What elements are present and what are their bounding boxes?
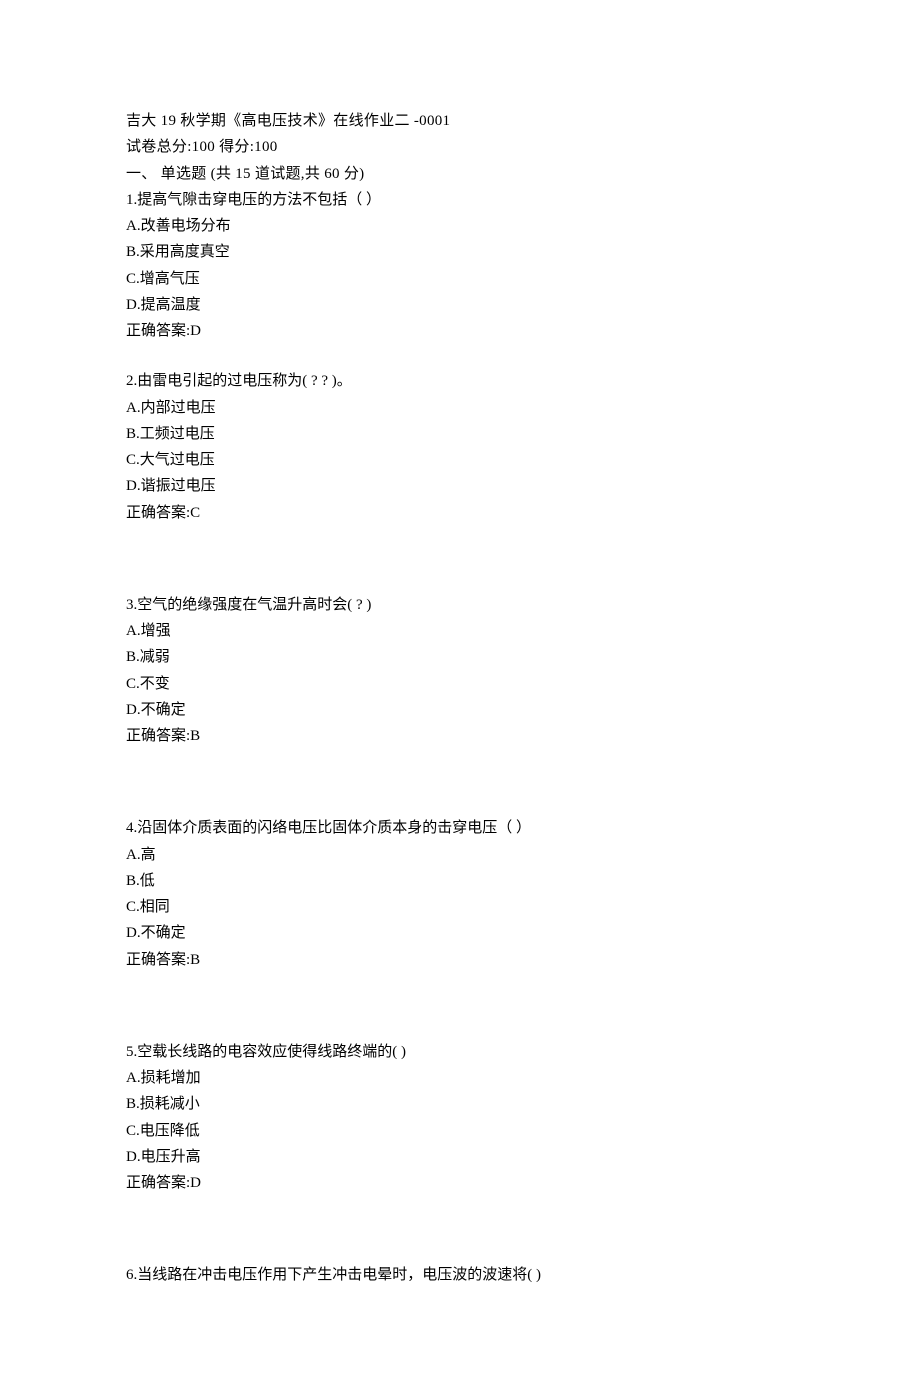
option-d: D.电压升高	[126, 1144, 794, 1170]
question-stem: 1.提高气隙击穿电压的方法不包括（ ）	[126, 187, 794, 213]
option-d: D.提高温度	[126, 292, 794, 318]
option-d: D.不确定	[126, 920, 794, 946]
option-c: C.相同	[126, 894, 794, 920]
spacer	[126, 1015, 794, 1039]
spacer	[126, 791, 794, 815]
option-a: A.改善电场分布	[126, 213, 794, 239]
title-line: 吉大 19 秋学期《高电压技术》在线作业二 -0001	[126, 108, 794, 134]
answer-line: 正确答案:B	[126, 723, 794, 749]
question-4: 4.沿固体介质表面的闪络电压比固体介质本身的击穿电压（ ） A.高 B.低 C.…	[126, 815, 794, 973]
option-a: A.高	[126, 842, 794, 868]
option-b: B.采用高度真空	[126, 239, 794, 265]
question-6: 6.当线路在冲击电压作用下产生冲击电晕时，电压波的波速将( )	[126, 1262, 794, 1288]
option-b: B.工频过电压	[126, 421, 794, 447]
section-line: 一、 单选题 (共 15 道试题,共 60 分)	[126, 161, 794, 187]
option-b: B.减弱	[126, 644, 794, 670]
option-d: D.不确定	[126, 697, 794, 723]
question-stem: 3.空气的绝缘强度在气温升高时会( ? )	[126, 592, 794, 618]
answer-line: 正确答案:B	[126, 947, 794, 973]
question-2: 2.由雷电引起的过电压称为( ? ? )。 A.内部过电压 B.工频过电压 C.…	[126, 368, 794, 526]
score-line: 试卷总分:100 得分:100	[126, 134, 794, 160]
question-stem: 6.当线路在冲击电压作用下产生冲击电晕时，电压波的波速将( )	[126, 1262, 794, 1288]
spacer	[126, 1238, 794, 1262]
answer-line: 正确答案:D	[126, 1170, 794, 1196]
question-1: 1.提高气隙击穿电压的方法不包括（ ） A.改善电场分布 B.采用高度真空 C.…	[126, 187, 794, 345]
answer-line: 正确答案:D	[126, 318, 794, 344]
option-b: B.损耗减小	[126, 1091, 794, 1117]
question-3: 3.空气的绝缘强度在气温升高时会( ? ) A.增强 B.减弱 C.不变 D.不…	[126, 592, 794, 750]
option-a: A.增强	[126, 618, 794, 644]
spacer	[126, 344, 794, 368]
option-a: A.损耗增加	[126, 1065, 794, 1091]
answer-line: 正确答案:C	[126, 500, 794, 526]
option-a: A.内部过电压	[126, 395, 794, 421]
question-stem: 2.由雷电引起的过电压称为( ? ? )。	[126, 368, 794, 394]
option-c: C.不变	[126, 671, 794, 697]
option-b: B.低	[126, 868, 794, 894]
option-c: C.电压降低	[126, 1118, 794, 1144]
option-c: C.大气过电压	[126, 447, 794, 473]
document-header: 吉大 19 秋学期《高电压技术》在线作业二 -0001 试卷总分:100 得分:…	[126, 108, 794, 187]
question-stem: 5.空载长线路的电容效应使得线路终端的( )	[126, 1039, 794, 1065]
option-d: D.谐振过电压	[126, 473, 794, 499]
question-stem: 4.沿固体介质表面的闪络电压比固体介质本身的击穿电压（ ）	[126, 815, 794, 841]
spacer	[126, 568, 794, 592]
question-5: 5.空载长线路的电容效应使得线路终端的( ) A.损耗增加 B.损耗减小 C.电…	[126, 1039, 794, 1197]
option-c: C.增高气压	[126, 266, 794, 292]
